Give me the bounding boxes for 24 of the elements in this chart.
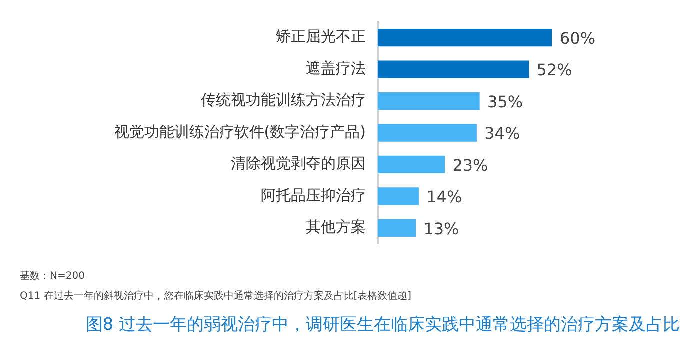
- data-label: 52%: [536, 60, 572, 80]
- y-tick-label: 遮盖疗法: [306, 59, 366, 78]
- bar: [378, 124, 477, 142]
- bar: [378, 156, 446, 174]
- data-label: 60%: [560, 29, 596, 48]
- text: 图8 过去一年的弱视治疗中，调研医生在临床实践中通常选择的治疗方案及占比: [84, 314, 680, 336]
- bar: [378, 92, 480, 110]
- data-label: 23%: [452, 156, 488, 175]
- y-tick-label: 清除视觉剥夺的原因: [231, 154, 366, 173]
- y-tick-label: 视觉功能训练治疗软件(数字治疗产品): [114, 122, 366, 141]
- data-label: 14%: [426, 188, 462, 207]
- text: Q11 在过去一年的斜视治疗中，您在临床实践中通常选择的治疗方案及占比[表格数值题]: [20, 291, 413, 303]
- text: 基数：N=200: [20, 271, 86, 283]
- data-label: 35%: [488, 92, 524, 112]
- bar: [378, 219, 416, 237]
- y-tick-label: 传统视功能训练方法治疗: [201, 91, 366, 110]
- data-label: 13%: [424, 219, 460, 238]
- data-label: 34%: [484, 124, 520, 144]
- bar: [378, 29, 552, 47]
- bar: [378, 188, 419, 206]
- y-tick-label: 矫正屈光不正: [276, 28, 366, 46]
- y-tick-label: 阿托品压抑治疗: [261, 186, 366, 204]
- bar: [378, 60, 530, 78]
- y-tick-label: 其他方案: [306, 218, 366, 236]
